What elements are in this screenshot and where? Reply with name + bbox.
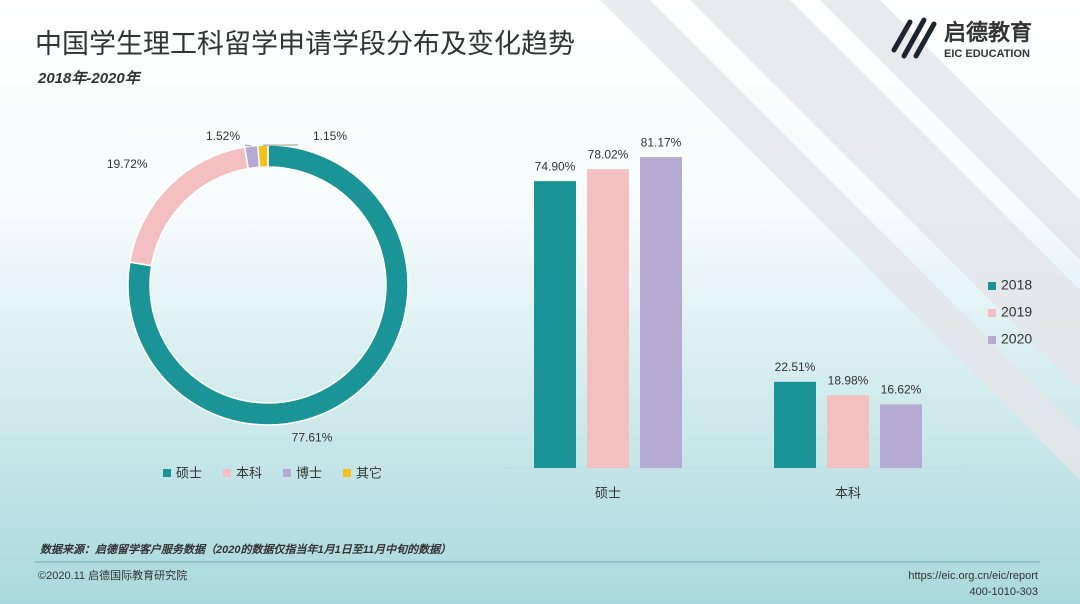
bar — [774, 381, 816, 468]
legend-label: 博士 — [296, 465, 322, 480]
donut-value-label: 19.72% — [107, 157, 148, 171]
legend-label: 本科 — [236, 465, 262, 480]
bar — [534, 181, 576, 468]
donut-value-label: 1.52% — [206, 129, 240, 143]
bar-value-label: 18.98% — [828, 373, 869, 387]
source-note: 数据来源：启德留学客户服务数据（2020的数据仅指当年1月1日至11月中旬的数据… — [40, 543, 451, 556]
donut-slice — [127, 144, 409, 426]
legend-label: 其它 — [356, 465, 382, 480]
bar — [640, 157, 682, 468]
legend-label: 2019 — [1001, 304, 1032, 320]
report-url: https://eic.org.cn/eic/report — [908, 570, 1038, 582]
bar — [827, 395, 869, 468]
legend-swatch — [283, 469, 291, 477]
donut-value-label: 1.15% — [313, 129, 347, 143]
phone: 400-1010-303 — [969, 586, 1038, 598]
logo-name: 启德教育 — [944, 20, 1032, 45]
x-tick-label: 硕士 — [595, 485, 621, 500]
legend-label: 硕士 — [176, 465, 202, 480]
legend-swatch — [988, 282, 996, 290]
legend-swatch — [223, 469, 231, 477]
copyright: ©2020.11 启德国际教育研究院 — [38, 568, 187, 582]
legend-swatch — [343, 469, 351, 477]
legend-swatch — [988, 309, 996, 317]
bar-value-label: 74.90% — [535, 159, 576, 173]
subtitle: 2018年-2020年 — [37, 69, 142, 87]
bar-value-label: 22.51% — [775, 360, 816, 374]
logo: 启德教育 EIC EDUCATION — [891, 17, 1032, 60]
donut-slice — [257, 144, 269, 169]
bar-value-label: 81.17% — [641, 135, 682, 149]
legend-swatch — [163, 469, 171, 477]
legend-label: 2018 — [1001, 277, 1032, 293]
x-tick-label: 本科 — [835, 485, 861, 500]
logo-icon — [891, 17, 937, 59]
bar-value-label: 78.02% — [588, 147, 629, 161]
leader-line — [244, 144, 252, 147]
title: 中国学生理工科留学申请学段分布及变化趋势 — [35, 29, 575, 59]
bar-value-label: 16.62% — [881, 383, 922, 397]
decor-stripes — [600, 0, 1080, 480]
legend-label: 2020 — [1001, 331, 1032, 347]
legend-swatch — [988, 336, 996, 344]
bar — [880, 404, 922, 468]
bar — [587, 169, 629, 468]
donut-value-label: 77.61% — [292, 430, 333, 444]
logo-name-en: EIC EDUCATION — [944, 48, 1030, 60]
